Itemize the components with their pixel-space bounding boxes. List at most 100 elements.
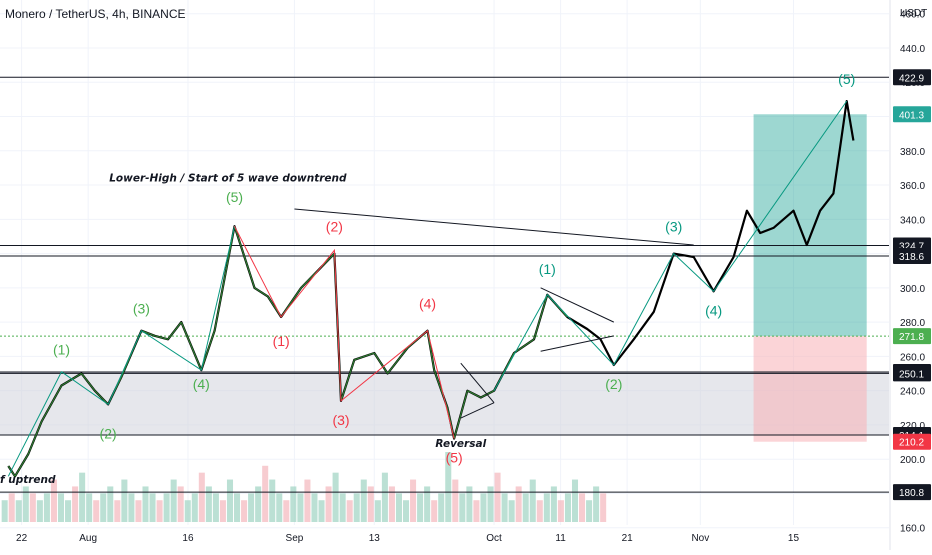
volume-bar bbox=[269, 479, 276, 522]
volume-bar bbox=[142, 486, 149, 522]
x-tick-label: Aug bbox=[79, 533, 97, 544]
price-segment bbox=[320, 253, 335, 268]
volume-bar bbox=[522, 493, 529, 522]
x-tick-label: 21 bbox=[622, 533, 634, 544]
wave-label: (1) bbox=[53, 342, 70, 358]
price-segment bbox=[633, 311, 655, 340]
last-price-label: 401.3 bbox=[899, 110, 924, 121]
price-segment bbox=[41, 385, 63, 422]
volume-bar bbox=[410, 479, 417, 522]
volume-bar bbox=[445, 452, 452, 522]
y-tick-label: 300.0 bbox=[900, 284, 925, 295]
volume-bar bbox=[241, 500, 248, 522]
volume-bar bbox=[536, 500, 543, 522]
x-tick-label: Nov bbox=[691, 533, 709, 544]
volume-bar bbox=[8, 493, 15, 522]
entry-price-label-bg bbox=[893, 328, 931, 345]
x-tick-label: 13 bbox=[369, 533, 381, 544]
volume-bar bbox=[501, 493, 508, 522]
chart-annotation: Reversal bbox=[435, 438, 486, 450]
wave-line bbox=[234, 225, 455, 439]
volume-bar bbox=[438, 493, 445, 522]
level-price-label-bg bbox=[893, 69, 931, 86]
volume-bar bbox=[86, 493, 93, 522]
volume-bar bbox=[374, 500, 381, 522]
pattern-line bbox=[540, 335, 614, 352]
y-tick-label: 440.0 bbox=[900, 44, 925, 55]
price-segment bbox=[94, 390, 109, 405]
wave-label: (5) bbox=[838, 71, 855, 87]
y-tick-label: 220.0 bbox=[900, 421, 925, 432]
price-segment bbox=[806, 210, 821, 246]
chart-annotation: Lower-High / Start of 5 wave downtrend bbox=[109, 173, 347, 185]
price-segment bbox=[27, 421, 43, 455]
y-tick-label: 340.0 bbox=[900, 215, 925, 226]
volume-bar bbox=[65, 500, 72, 522]
volume-bar bbox=[29, 493, 36, 522]
price-segment bbox=[819, 193, 834, 212]
price-segment bbox=[7, 465, 16, 477]
volume-bar bbox=[564, 493, 571, 522]
volume-bar bbox=[367, 486, 374, 522]
volume-bar bbox=[586, 500, 593, 522]
volume-bar bbox=[184, 500, 191, 522]
volume-bar bbox=[515, 486, 522, 522]
volume-bar bbox=[417, 493, 424, 522]
price-segment bbox=[167, 321, 182, 340]
volume-bar bbox=[36, 500, 43, 522]
volume-bar bbox=[163, 493, 170, 522]
x-tick-label: 22 bbox=[16, 533, 28, 544]
volume-bar bbox=[128, 493, 135, 522]
wave-label: (3) bbox=[332, 412, 349, 428]
volume-bar bbox=[15, 500, 22, 522]
y-tick-label: 260.0 bbox=[900, 352, 925, 363]
volume-bar bbox=[290, 486, 297, 522]
volume-bar bbox=[459, 493, 466, 522]
price-segment bbox=[81, 373, 96, 392]
y-tick-label: 240.0 bbox=[900, 387, 925, 398]
price-segment bbox=[513, 338, 535, 354]
price-segment bbox=[832, 147, 841, 194]
volume-bar bbox=[234, 493, 241, 522]
volume-bar bbox=[600, 493, 607, 522]
y-tick-label: 160.0 bbox=[900, 524, 925, 535]
stop-price-label: 210.2 bbox=[899, 438, 924, 449]
volume-bar bbox=[388, 486, 395, 522]
volume-bar bbox=[283, 500, 290, 522]
level-price-label: 180.8 bbox=[899, 488, 924, 499]
volume-bar bbox=[543, 493, 550, 522]
volume-bar bbox=[353, 493, 360, 522]
volume-bar bbox=[508, 500, 515, 522]
chart-annotation: f uptrend bbox=[0, 474, 56, 486]
price-segment bbox=[613, 338, 635, 366]
price-segment bbox=[746, 210, 761, 234]
x-tick-label: 15 bbox=[788, 533, 800, 544]
price-segment bbox=[233, 225, 256, 289]
volume-bar bbox=[114, 500, 121, 522]
price-segment bbox=[213, 226, 236, 331]
volume-bar bbox=[226, 479, 234, 522]
price-segment bbox=[533, 294, 548, 340]
volume-bar bbox=[346, 500, 353, 522]
volume-bar bbox=[318, 500, 325, 522]
volume-bar bbox=[198, 472, 205, 522]
y-tick-label: 460.0 bbox=[900, 10, 925, 21]
volume-bar bbox=[557, 500, 564, 522]
level-price-label-bg bbox=[893, 247, 931, 264]
volume-bar bbox=[402, 500, 410, 522]
wave-label: (1) bbox=[273, 333, 290, 349]
price-segment bbox=[387, 347, 409, 374]
price-segment bbox=[354, 352, 375, 361]
volume-bar bbox=[360, 479, 367, 522]
price-segment bbox=[713, 256, 735, 292]
price-segment bbox=[760, 227, 774, 234]
price-segment bbox=[154, 335, 169, 340]
y-tick-label: 380.0 bbox=[900, 147, 925, 158]
price-segment bbox=[846, 100, 854, 141]
currency-label: USDT bbox=[900, 8, 928, 19]
price-axis-bg bbox=[890, 0, 932, 550]
volume-bar bbox=[191, 493, 198, 522]
volume-bar bbox=[304, 479, 311, 522]
